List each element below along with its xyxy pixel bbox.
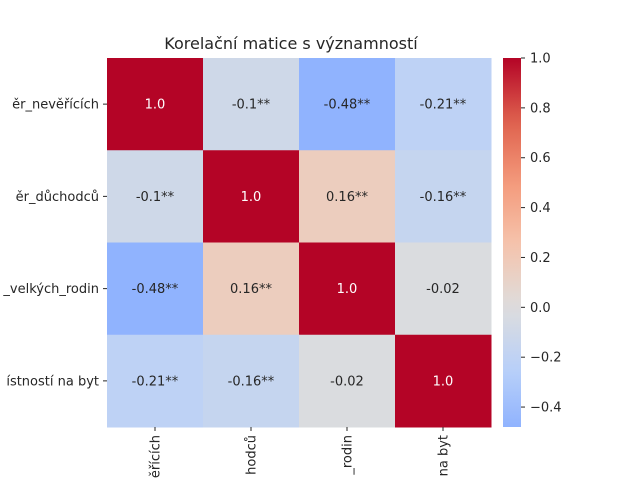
cell-annotation: 0.16** [326,190,368,205]
colorbar-tick-label: 0.4 [530,201,551,216]
cell-annotation: -0.16** [228,374,275,389]
colorbar-tick-label: −0.2 [530,351,562,366]
colorbar-tick-label: 0.8 [530,101,551,116]
y-tick-label: ěr_nevěřících [12,98,99,113]
cell-annotation: -0.02 [426,282,460,297]
cell-annotation: 1.0 [145,98,166,113]
cell-annotation: -0.1** [232,98,271,113]
heatmap-cell [299,242,396,336]
cell-annotation: -0.48** [132,282,179,297]
colorbar-tick-label: 1.0 [530,52,551,67]
cell-annotation: -0.21** [420,98,467,113]
cell-annotation: 1.0 [433,374,454,389]
heatmap-cell [299,150,396,243]
heatmap-cell [107,334,204,428]
heatmap-cell [107,150,204,243]
chart-title: Korelační matice s významností [164,34,418,53]
x-tick-label: na byt [437,435,452,476]
cell-annotation: -0.1** [136,190,175,205]
heatmap-cell [395,242,492,336]
cell-annotation: 0.16** [230,282,272,297]
heatmap-cell [299,334,396,428]
heatmap-cell [107,58,204,151]
cell-annotation: 1.0 [241,190,262,205]
heatmap-cell [203,58,300,151]
x-tick-label: hodců [245,435,260,475]
heatmap-cell [395,334,492,428]
cell-annotation: -0.48** [324,98,371,113]
heatmap-cell [395,150,492,243]
colorbar: −0.4 −0.2 0.0 0.2 0.4 0.6 0.8 1.0 [503,52,562,427]
colorbar-tick-label: 0.6 [530,151,551,166]
x-axis-ticks: ěřících hodců _rodin na byt [149,427,452,478]
colorbar-tick-label: 0.2 [530,251,551,266]
colorbar-tick-label: −0.4 [530,401,562,416]
colorbar-ticks: −0.4 −0.2 0.0 0.2 0.4 0.6 0.8 1.0 [521,52,562,416]
x-tick-label: _rodin [341,435,356,476]
heatmap-cell [203,334,300,428]
heatmap-cell [203,150,300,243]
y-tick-label: ístností na byt [6,374,99,389]
colorbar-tick-label: 0.0 [530,301,551,316]
heatmap-cell [299,58,396,151]
y-tick-label: _velkých_rodin [2,282,99,297]
heatmap-cells [107,58,492,428]
heatmap-cell [203,242,300,336]
heatmap-cell [395,58,492,151]
cell-annotation: -0.21** [132,374,179,389]
y-tick-label: ěr_důchodců [16,190,99,205]
cell-annotations: 1.0 -0.1** -0.48** -0.21** -0.1** 1.0 0.16** -0… [132,98,467,390]
cell-annotation: -0.16** [420,190,467,205]
colorbar-gradient [503,58,521,427]
cell-annotation: 1.0 [337,282,358,297]
cell-annotation: -0.02 [330,374,364,389]
heatmap-cell [107,242,204,336]
x-tick-label: ěřících [149,435,164,478]
y-axis-ticks: ěr_nevěřících ěr_důchodců _velkých_rodin ís… [2,98,107,389]
